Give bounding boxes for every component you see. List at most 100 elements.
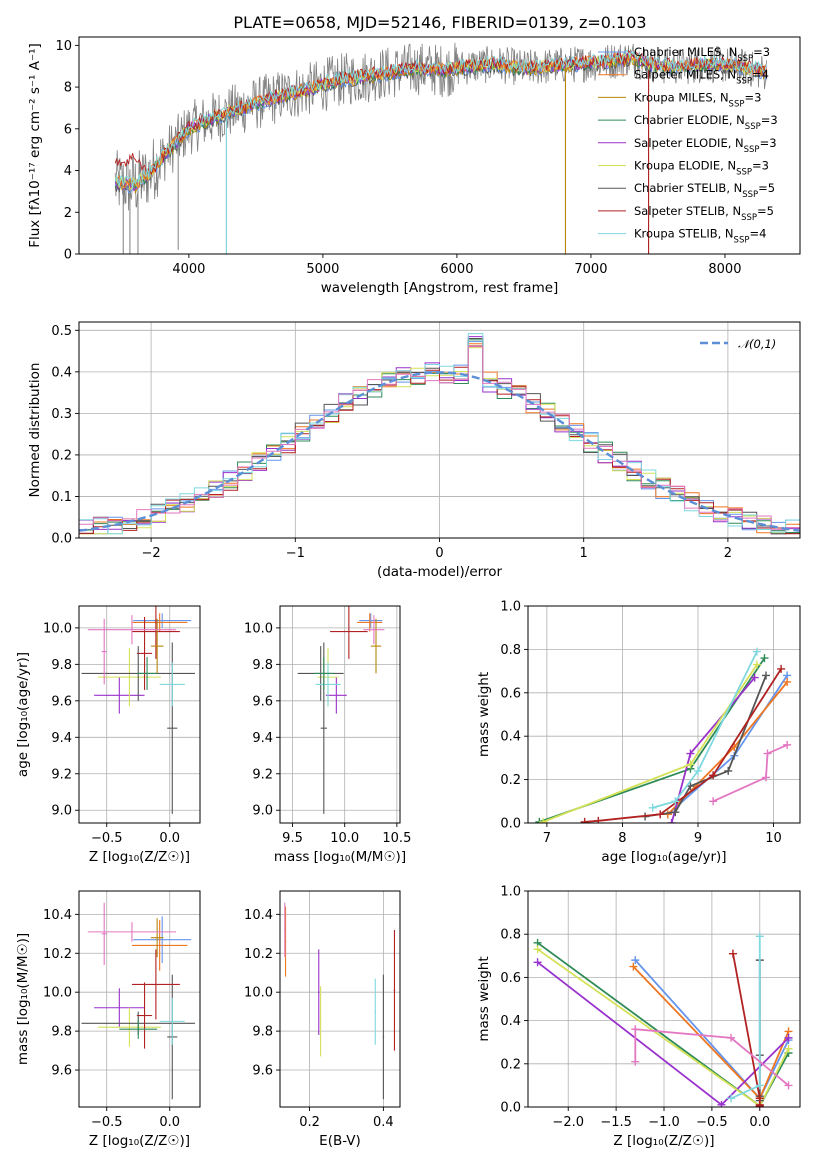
weight-line (537, 948, 790, 1107)
weight-marker (724, 766, 733, 775)
weight-marker (717, 1100, 726, 1107)
y-tick-label: 9.6 (51, 1064, 72, 1079)
weight-marker (784, 1081, 793, 1090)
y-axis-label: Normed distribution (27, 363, 43, 498)
panel-age-weight: 7 8 9 10 0.0 0.2 0.4 0.6 0.8 1.0 age [log₁₀(age/yr… (476, 600, 801, 865)
y-tick-label: 9.4 (51, 731, 72, 746)
y-tick-label: 0.3 (51, 407, 72, 422)
y-tick-label: 10.2 (244, 947, 273, 962)
y-tick-label: 0.4 (500, 730, 521, 745)
x-tick-label: 0 (435, 546, 443, 561)
y-tick-label: 10.0 (43, 621, 72, 636)
y-tick-label: 0.5 (51, 324, 72, 339)
legend-entry: Chabrier STELIB, NSSP=5 (634, 181, 775, 200)
x-tick-label: 8 (618, 831, 626, 846)
gaussian-curve (79, 371, 800, 532)
axes-frame (279, 890, 401, 1108)
weight-marker (580, 817, 589, 823)
y-axis-label: mass weight (476, 956, 492, 1041)
panel-Z-age: −0.5 0.0 9.0 9.2 9.4 9.6 9.8 10.0 Z [log₁₀(Z/Z☉)… (15, 605, 201, 865)
x-tick-label: 7000 (574, 262, 607, 277)
legend-entry: Salpeter ELODIE, NSSP=3 (634, 136, 777, 155)
weight-marker (629, 962, 638, 971)
observed-spectrum (114, 42, 767, 211)
panel-ebv-mass: 0.2 0.4 9.6 9.8 10.0 10.2 10.4 E(B-V) (244, 890, 401, 1149)
plot-area-Z-age (81, 606, 195, 814)
weight-marker (762, 671, 770, 680)
axes-frame (78, 321, 801, 539)
y-tick-label: 9.8 (51, 658, 72, 673)
axes-frame (78, 890, 201, 1108)
weight-marker (783, 740, 792, 749)
legend-entry: Kroupa STELIB, NSSP=4 (634, 227, 766, 246)
weight-marker (671, 797, 680, 806)
y-tick-label: 9.8 (252, 1025, 273, 1040)
y-tick-label: 9.6 (252, 1064, 273, 1079)
y-tick-label: 9.6 (51, 694, 72, 709)
y-tick-label: 9.8 (252, 658, 273, 673)
weight-line (652, 651, 758, 809)
x-tick-label: −1.5 (600, 1115, 632, 1130)
model-spectrum-8 (114, 49, 767, 189)
weight-marker (784, 1044, 793, 1053)
plot-area-ebv-mass (284, 902, 396, 1100)
y-tick-label: 0.6 (500, 971, 521, 986)
y-tick-label: 0.1 (51, 490, 72, 505)
y-axis-label: Flux [fλ10⁻¹⁷ erg cm⁻² s⁻¹ A⁻¹] (27, 43, 43, 248)
y-axis-label: mass weight (476, 672, 492, 757)
x-tick-label: −2.0 (552, 1115, 584, 1130)
y-tick-label: 0.0 (500, 1101, 521, 1116)
weight-line (712, 744, 788, 803)
x-tick-label: 9.5 (282, 831, 303, 846)
y-tick-label: 0.2 (500, 773, 521, 788)
legend-entry: Salpeter STELIB, NSSP=5 (634, 204, 774, 223)
weight-line (539, 657, 766, 823)
weight-marker (755, 1081, 764, 1090)
y-tick-label: 9.0 (252, 804, 273, 819)
x-tick-label: −2 (142, 546, 161, 561)
legend-entry: 𝒩(0,1) (738, 337, 776, 351)
y-tick-label: 0.4 (51, 365, 72, 380)
x-tick-label: 10.0 (330, 831, 359, 846)
weight-line (537, 942, 790, 1107)
panel-mass-age: 9.5 10.0 10.5 9.0 9.2 9.4 9.6 9.8 10.0 mass [log₁… (244, 605, 411, 865)
weight-marker (762, 773, 770, 782)
plot-area-mass-age (297, 606, 385, 814)
x-tick-label: 6000 (440, 262, 473, 277)
y-tick-label: 9.0 (51, 804, 72, 819)
x-axis-label: Z [log₁₀(Z/Z☉)] (89, 849, 190, 865)
x-tick-label: 0.4 (373, 1115, 394, 1130)
weight-marker (667, 819, 676, 823)
y-tick-label: 9.4 (252, 731, 273, 746)
y-tick-label: 0 (64, 248, 72, 263)
x-axis-label: age [log₁₀(age/yr)] (601, 849, 726, 865)
weight-marker (727, 1033, 736, 1042)
axes-frame (527, 890, 801, 1108)
weight-marker (709, 771, 718, 780)
x-tick-label: 7 (543, 831, 551, 846)
y-tick-label: 9.8 (51, 1025, 72, 1040)
plot-area-residuals (79, 333, 800, 538)
weight-marker (763, 749, 772, 758)
residual-histogram (79, 346, 800, 538)
x-tick-label: −1 (286, 546, 305, 561)
weight-marker (728, 949, 737, 958)
weight-marker (533, 958, 542, 967)
x-tick-label: 0.0 (159, 831, 180, 846)
axes-frame (279, 605, 401, 824)
weight-marker (631, 956, 640, 965)
x-tick-label: 8000 (708, 262, 741, 277)
weight-marker (755, 1101, 764, 1107)
weight-line (542, 664, 758, 823)
y-tick-label: 0.0 (500, 817, 521, 832)
panel-Z-mass: −0.5 0.0 9.6 9.8 10.0 10.2 10.4 Z [log₁₀(Z/Z☉)]… (15, 890, 201, 1149)
y-tick-label: 0.8 (500, 643, 521, 658)
weight-marker (727, 1094, 736, 1103)
y-tick-label: 8 (64, 81, 72, 96)
legend-entry: Kroupa MILES, NSSP=3 (634, 90, 761, 109)
panel-residuals: −2 −1 0 1 2 0.0 0.1 0.2 0.3 0.4 0.5 (data-model)/er… (27, 321, 801, 580)
x-tick-label: 10 (765, 831, 782, 846)
weight-line (537, 961, 790, 1106)
y-tick-label: 4 (64, 164, 72, 179)
y-tick-label: 0.8 (500, 928, 521, 943)
